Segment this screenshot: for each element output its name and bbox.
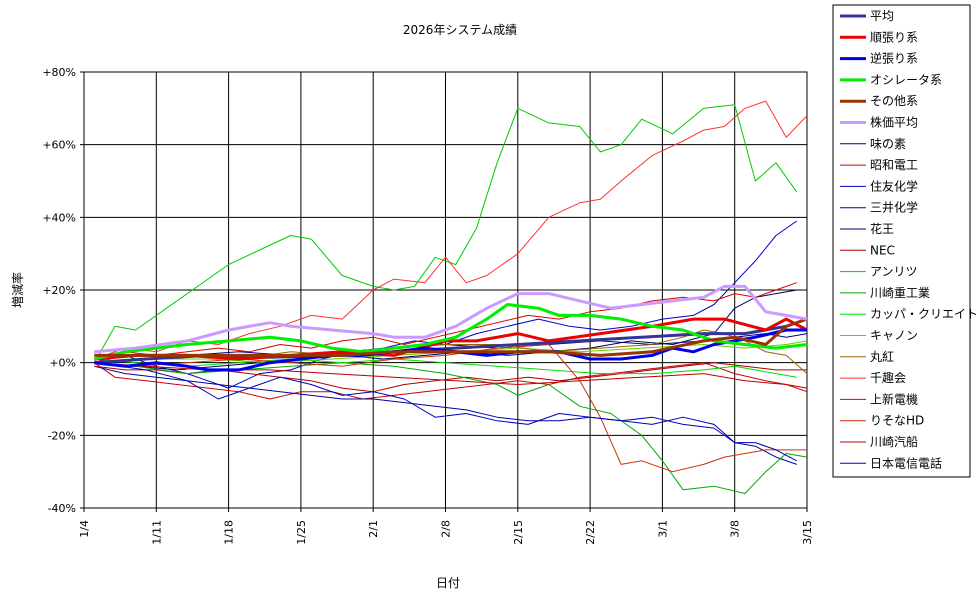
- legend-label: 日本電信電話: [870, 455, 942, 470]
- series-line-4: [93, 303, 808, 361]
- legend-label: 丸紅: [870, 350, 894, 364]
- gridlines: [84, 72, 807, 508]
- x-tick-label: 3/1: [656, 520, 669, 538]
- legend-label: オシレータ系: [870, 73, 942, 87]
- legend-label: 三井化学: [870, 200, 918, 215]
- series-line-6: [94, 284, 808, 354]
- x-axis-ticks: 1/4 1/11 1/18 1/25 2/1 2/8 2/15 2/22 3/1 3/8 3/15: [78, 508, 814, 545]
- x-tick-label: 1/4: [78, 520, 91, 538]
- series-line-5: [94, 317, 808, 357]
- y-tick-label: +40%: [42, 211, 76, 224]
- series-line-14: [94, 362, 808, 494]
- y-axis-ticks: +80% +60% +40% +20% +0% -20% -40%: [42, 66, 84, 515]
- series-line-13: [93, 104, 798, 363]
- x-tick-label: 1/11: [150, 520, 163, 545]
- legend-label: 花王: [870, 221, 894, 236]
- y-tick-label: +20%: [42, 284, 76, 297]
- legend-label: りそなHD: [870, 414, 924, 428]
- y-tick-label: -40%: [48, 502, 76, 515]
- legend-label: 川崎重工業: [870, 286, 930, 300]
- legend-box: [832, 4, 971, 478]
- legend-label: 逆張り系: [870, 51, 918, 66]
- x-tick-label: 2/15: [512, 520, 525, 545]
- chart-title: 2026年システム成績: [403, 23, 517, 37]
- x-tick-label: 1/18: [223, 520, 236, 545]
- y-tick-label: +0%: [49, 357, 76, 370]
- legend-label: 株価平均: [870, 115, 918, 130]
- legend-label: 順張り系: [870, 30, 918, 44]
- legend-label: カッパ・クリエイト: [870, 307, 976, 321]
- legend-label: 上新電機: [870, 391, 918, 406]
- series-line-15: [94, 358, 797, 378]
- x-axis-label: 日付: [436, 576, 460, 590]
- legend-label: 住友化学: [870, 178, 918, 193]
- series-line-9: [94, 220, 797, 389]
- x-tick-label: 3/15: [801, 520, 814, 545]
- x-tick-label: 2/22: [584, 520, 597, 545]
- x-tick-label: 2/1: [367, 520, 380, 538]
- series-line-8: [94, 362, 808, 400]
- y-tick-label: -20%: [48, 429, 76, 442]
- x-tick-label: 2/8: [440, 520, 453, 538]
- legend-label: 千趣会: [870, 370, 906, 385]
- legend: 平均順張り系逆張り系オシレータ系その他系株価平均味の素昭和電工住友化学三井化学花…: [840, 9, 976, 470]
- y-tick-label: +80%: [42, 66, 76, 79]
- legend-label: アンリツ: [870, 265, 918, 279]
- y-axis-label: 増減率: [10, 272, 25, 308]
- legend-label: 味の素: [870, 137, 906, 151]
- series-line-3: [94, 328, 807, 372]
- legend-label: 昭和電工: [870, 158, 918, 172]
- legend-label: 平均: [870, 9, 894, 23]
- x-tick-label: 3/8: [729, 520, 742, 538]
- legend-label: NEC: [870, 243, 895, 257]
- y-tick-label: +60%: [42, 139, 76, 152]
- x-tick-label: 1/25: [295, 520, 308, 545]
- series-line-22: [94, 362, 797, 462]
- legend-label: その他系: [870, 94, 918, 108]
- legend-label: 川崎汽船: [870, 434, 918, 449]
- series-line-10: [94, 365, 797, 465]
- series-lines: [93, 100, 808, 494]
- legend-label: キャノン: [870, 329, 918, 343]
- series-line-11: [94, 289, 797, 371]
- series-line-2: [94, 317, 808, 361]
